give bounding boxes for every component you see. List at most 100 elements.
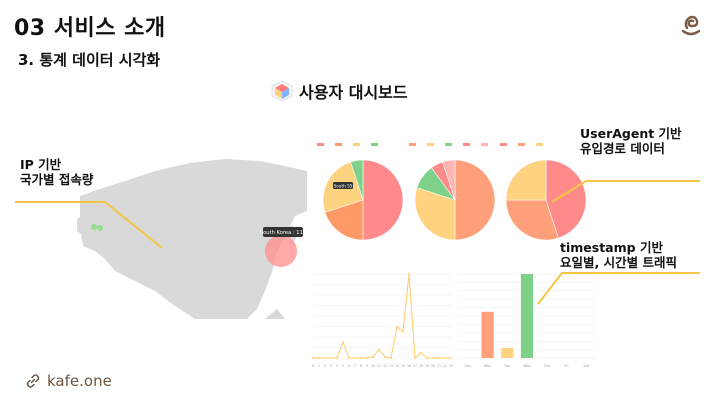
dashboard-title: 사용자 대시보드 [271,79,408,103]
line-x-tick: 12 [383,364,387,368]
pie-legend-swatch [335,143,342,146]
bar-x-tick: Tue [503,364,510,368]
pie-slice[interactable] [505,199,559,241]
line-x-tick: 6 [348,364,350,368]
line-point[interactable] [360,357,362,359]
map-marker-korea[interactable] [265,235,297,267]
line-x-tick: 2 [324,364,326,368]
line-x-tick: 10 [371,364,375,368]
pie-chart-2[interactable] [405,140,505,250]
link-icon [26,374,40,388]
pie-legend-swatch [371,143,378,146]
map-tooltip: South Korea : 110 [260,230,306,236]
line-x-tick: 17 [413,364,417,368]
line-x-tick: 19 [425,364,429,368]
line-x-tick: 20 [431,364,435,368]
line-x-tick: 15 [401,364,405,368]
callout-useragent-line1: UserAgent 기반 [580,126,682,141]
bar[interactable] [501,347,514,358]
line-point[interactable] [354,357,356,359]
line-point[interactable] [450,357,452,359]
line-x-tick: 21 [437,364,441,368]
pie-slice[interactable] [324,199,364,241]
bar-x-tick: Fri [564,364,568,368]
line-point[interactable] [438,357,440,359]
callout-ip-line2: 국가별 접속량 [20,172,94,187]
callout-timestamp-line1: timestamp 기반 [560,240,663,255]
line-point[interactable] [402,330,404,333]
line-x-tick: 8 [360,364,362,368]
line-point[interactable] [444,357,446,359]
pie-legend-swatch [353,143,360,146]
line-x-tick: 5 [342,364,344,368]
line-x-tick: 18 [419,364,423,368]
pie-legend-swatch [536,143,543,146]
callout-useragent-line2: 유입경로 데이터 [580,141,665,156]
bar[interactable] [481,311,494,358]
line-x-tick: 16 [407,364,411,368]
pie-legend-swatch [518,143,525,146]
line-point[interactable] [414,357,416,359]
slide-title: 03 서비스 소개 [14,16,166,41]
pie-slice[interactable] [362,159,404,241]
bar-x-tick: Wed [523,364,530,368]
pie-tooltip-bg [333,182,353,189]
bar-x-tick: Sat [583,364,589,368]
footer-url[interactable]: kafe.one [47,372,112,390]
line-point[interactable] [432,357,434,359]
line-x-tick: 0 [312,364,314,368]
bar[interactable] [520,274,534,358]
hourly-traffic-line-chart[interactable]: 0 1 2 3 4 5 6 7 8 9 10 11 12 13 14 15 16 17 18 19 20 21 22 23 [305,264,455,372]
pie-chart-3[interactable] [496,140,596,250]
bar-x-tick: Thu [543,364,550,368]
callout-timestamp-line2: 요일별, 시간별 트래픽 [560,255,677,270]
callout-ip-line1: IP 기반 [20,157,62,172]
pie-legend-swatch [481,143,488,146]
line-point[interactable] [420,351,422,354]
pie-legend-swatch [463,143,470,146]
pie-chart-1[interactable]: South 55 [313,140,413,250]
line-x-tick: 11 [377,364,381,368]
map-marker-europe[interactable] [91,224,97,230]
line-x-tick: 1 [318,364,320,368]
slide-subtitle: 3. 통계 데이터 시각화 [18,51,161,69]
line-point[interactable] [336,357,338,359]
pie-slice[interactable] [350,159,364,201]
line-x-tick: 13 [389,364,393,368]
pie-slice[interactable] [505,159,547,201]
callout-ip: IP 기반 국가별 접속량 [20,157,93,187]
line-point[interactable] [396,325,398,328]
line-point[interactable] [318,357,320,359]
line-point[interactable] [390,357,392,359]
callout-timestamp: timestamp 기반 요일별, 시간별 트래픽 [560,240,677,270]
map-marker-europe[interactable] [97,225,103,231]
line-series[interactable] [313,273,451,360]
pie-legend-swatch [500,143,507,146]
line-point[interactable] [342,341,344,344]
line-point[interactable] [378,348,380,351]
line-x-tick: 23 [449,364,453,368]
line-point[interactable] [372,356,374,358]
line-point[interactable] [384,356,386,358]
line-point[interactable] [348,357,350,359]
line-point[interactable] [324,357,326,359]
pie-tooltip: South 55 [334,183,353,188]
weekday-traffic-bar-chart[interactable]: Sun Mon Tue Wed Thu Fri Sat [450,264,600,372]
line-x-tick: 7 [354,364,356,368]
line-x-tick: 4 [336,364,338,368]
kafe-swirl-icon [681,15,701,36]
pie-slice[interactable] [442,159,456,201]
pie-legend-swatch [445,143,452,146]
pie-legend-swatch [427,143,434,146]
callout-useragent: UserAgent 기반 유입경로 데이터 [580,126,682,156]
pie-legend-swatch [317,143,324,146]
line-point[interactable] [330,357,332,359]
line-point[interactable] [366,357,368,359]
dashboard-title-text: 사용자 대시보드 [299,83,408,102]
pie-slice[interactable] [414,187,456,241]
line-point[interactable] [426,357,428,359]
line-point[interactable] [408,273,410,275]
pie-slice[interactable] [454,159,496,241]
line-x-tick: 9 [366,364,368,368]
line-point[interactable] [312,357,314,359]
